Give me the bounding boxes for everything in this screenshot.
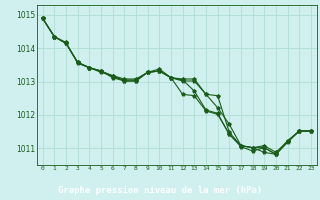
Text: Graphe pression niveau de la mer (hPa): Graphe pression niveau de la mer (hPa)	[58, 186, 262, 195]
